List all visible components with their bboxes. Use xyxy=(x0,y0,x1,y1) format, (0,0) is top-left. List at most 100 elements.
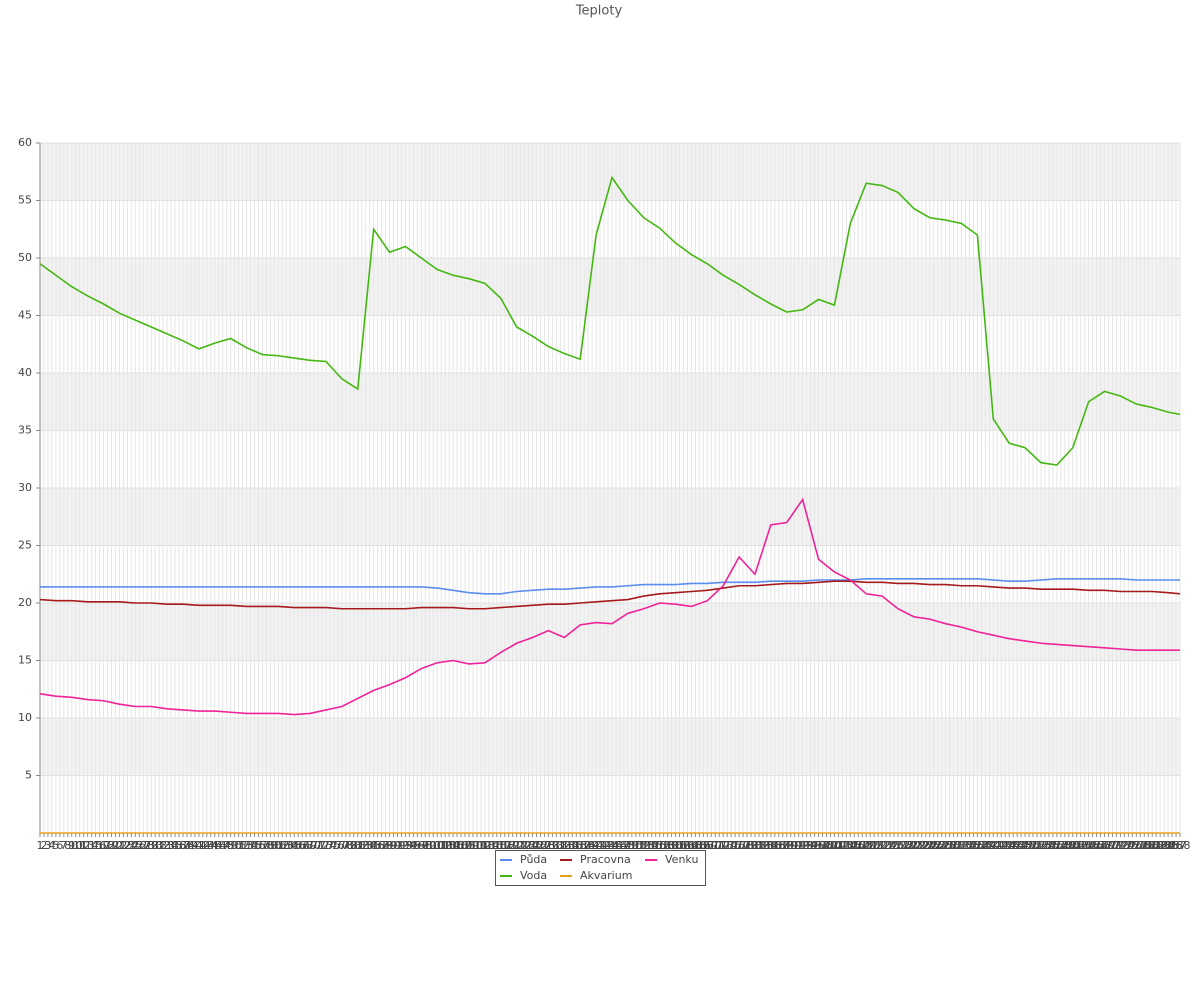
x-tick-label: 16 xyxy=(93,839,107,852)
x-tick-label: 235 xyxy=(959,839,980,852)
x-tick-label: 120 xyxy=(502,839,523,852)
x-tick-label: 198 xyxy=(812,839,833,852)
x-tick-label: 138 xyxy=(574,839,595,852)
x-tick-label: 141 xyxy=(586,839,607,852)
x-tick-label: 148 xyxy=(613,839,634,852)
x-tick-label: 210 xyxy=(860,839,881,852)
x-tick-label: 62 xyxy=(275,839,289,852)
x-tick-label: 261 xyxy=(1062,839,1083,852)
x-tick-label: 60 xyxy=(267,839,281,852)
x-tick-label: 269 xyxy=(1094,839,1115,852)
x-tick-label: 9 xyxy=(68,839,75,852)
x-tick-label: 1 xyxy=(37,839,44,852)
x-tick-label: 125 xyxy=(522,839,543,852)
x-tick-label: 286 xyxy=(1162,839,1183,852)
x-tick-label: 119 xyxy=(498,839,519,852)
x-tick-label: 129 xyxy=(538,839,559,852)
x-tick-label: 38 xyxy=(180,839,194,852)
x-tick-label: 103 xyxy=(435,839,456,852)
x-tick-label: 20 xyxy=(108,839,122,852)
x-tick-label: 87 xyxy=(375,839,389,852)
x-tick-label: 12 xyxy=(77,839,91,852)
y-tick-label: 60 xyxy=(18,136,32,149)
x-tick-label: 200 xyxy=(820,839,841,852)
x-tick-label: 85 xyxy=(367,839,381,852)
x-tick-label: 166 xyxy=(685,839,706,852)
x-tick-label: 91 xyxy=(390,839,404,852)
legend-label: Venku xyxy=(665,853,698,866)
x-tick-label: 152 xyxy=(629,839,650,852)
x-tick-label: 251 xyxy=(1023,839,1044,852)
plot-band xyxy=(40,718,1180,776)
x-tick-label: 171 xyxy=(705,839,726,852)
x-tick-label: 77 xyxy=(335,839,349,852)
x-tick-label: 43 xyxy=(200,839,214,852)
x-tick-label: 134 xyxy=(558,839,579,852)
x-tick-label: 143 xyxy=(594,839,615,852)
x-tick-label: 132 xyxy=(550,839,571,852)
x-tick-label: 265 xyxy=(1078,839,1099,852)
x-tick-label: 95 xyxy=(406,839,420,852)
y-tick-label: 15 xyxy=(18,654,32,667)
x-tick-label: 223 xyxy=(911,839,932,852)
x-tick-label: 153 xyxy=(633,839,654,852)
y-tick-label: 45 xyxy=(18,309,32,322)
x-tick-label: 287 xyxy=(1166,839,1187,852)
x-tick-label: 137 xyxy=(570,839,591,852)
x-tick-label: 112 xyxy=(470,839,491,852)
x-tick-label: 17 xyxy=(97,839,111,852)
x-tick-label: 144 xyxy=(598,839,619,852)
x-tick-label: 260 xyxy=(1058,839,1079,852)
x-tick-label: 279 xyxy=(1134,839,1155,852)
x-tick-label: 183 xyxy=(752,839,773,852)
x-tick-label: 195 xyxy=(800,839,821,852)
x-tick-label: 42 xyxy=(196,839,210,852)
x-tick-label: 3 xyxy=(44,839,51,852)
x-tick-label: 232 xyxy=(947,839,968,852)
x-tick-label: 253 xyxy=(1030,839,1051,852)
x-tick-label: 187 xyxy=(768,839,789,852)
x-tick-label: 72 xyxy=(315,839,329,852)
x-tick-label: 68 xyxy=(299,839,313,852)
x-tick-label: 184 xyxy=(756,839,777,852)
x-tick-label: 165 xyxy=(681,839,702,852)
x-tick-label: 5 xyxy=(52,839,59,852)
x-tick-label: 19 xyxy=(104,839,118,852)
x-tick-label: 278 xyxy=(1130,839,1151,852)
x-tick-label: 71 xyxy=(311,839,325,852)
x-tick-label: 276 xyxy=(1122,839,1143,852)
x-tick-label: 256 xyxy=(1042,839,1063,852)
x-tick-label: 116 xyxy=(486,839,507,852)
x-tick-label: 176 xyxy=(725,839,746,852)
x-tick-label: 97 xyxy=(414,839,428,852)
x-tick-label: 53 xyxy=(240,839,254,852)
x-tick-label: 149 xyxy=(617,839,638,852)
x-tick-label: 247 xyxy=(1007,839,1028,852)
x-tick-label: 181 xyxy=(744,839,765,852)
x-tick-label: 222 xyxy=(907,839,928,852)
x-tick-label: 122 xyxy=(510,839,531,852)
x-tick-label: 32 xyxy=(156,839,170,852)
plot-band xyxy=(40,488,1180,546)
legend-label: Akvarium xyxy=(580,869,632,882)
x-tick-label: 27 xyxy=(136,839,150,852)
x-tick-label: 13 xyxy=(81,839,95,852)
x-tick-label: 94 xyxy=(402,839,416,852)
legend-label: Pracovna xyxy=(580,853,631,866)
x-tick-label: 281 xyxy=(1142,839,1163,852)
x-tick-label: 249 xyxy=(1015,839,1036,852)
series-line xyxy=(39,175,1181,466)
x-tick-label: 156 xyxy=(645,839,666,852)
x-tick-label: 206 xyxy=(844,839,865,852)
x-tick-label: 34 xyxy=(164,839,178,852)
x-tick-label: 237 xyxy=(967,839,988,852)
x-tick-label: 92 xyxy=(394,839,408,852)
x-tick-label: 205 xyxy=(840,839,861,852)
x-tick-label: 229 xyxy=(935,839,956,852)
x-tick-label: 37 xyxy=(176,839,190,852)
x-tick-label: 89 xyxy=(383,839,397,852)
x-tick-label: 41 xyxy=(192,839,206,852)
x-tick-label: 28 xyxy=(140,839,154,852)
x-tick-label: 117 xyxy=(490,839,511,852)
